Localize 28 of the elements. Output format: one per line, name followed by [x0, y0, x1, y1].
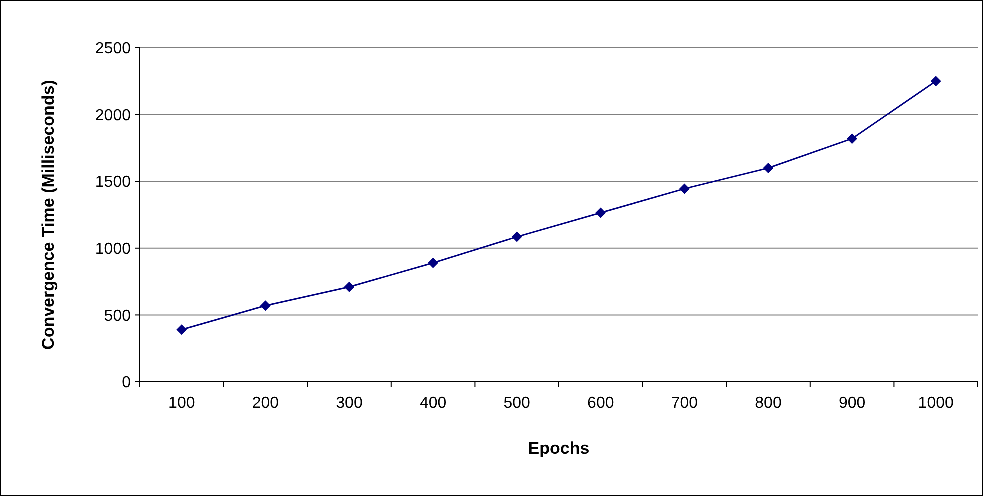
x-tick-label: 200 [252, 395, 280, 412]
y-axis-title: Convergence Time (Milliseconds) [39, 80, 58, 350]
y-tick-label: 1000 [95, 241, 132, 258]
x-tick-label: 100 [168, 395, 196, 412]
x-tick-label: 1000 [918, 395, 954, 412]
x-tick-label: 400 [420, 395, 447, 412]
point [679, 184, 690, 194]
y-tick-label: 2500 [95, 40, 132, 58]
point [763, 163, 774, 174]
y-tick-label: 2000 [95, 107, 132, 124]
point [596, 208, 606, 218]
point [176, 324, 188, 336]
point [428, 258, 439, 268]
x-tick-label: 900 [838, 395, 866, 412]
y-tick-label: 500 [104, 308, 132, 325]
x-axis-title: Epochs [528, 439, 590, 458]
point [930, 76, 942, 87]
y-tick-label: 0 [122, 374, 132, 392]
point [847, 134, 858, 144]
x-tick-label: 600 [588, 395, 614, 412]
x-tick-label: 300 [336, 395, 363, 412]
x-tick-label: 500 [504, 395, 531, 412]
point [344, 282, 355, 292]
x-tick-label: 800 [755, 395, 782, 412]
point [512, 232, 522, 242]
point [260, 300, 271, 312]
x-tick-label: 700 [671, 395, 698, 412]
y-tick-label: 1500 [95, 174, 132, 192]
